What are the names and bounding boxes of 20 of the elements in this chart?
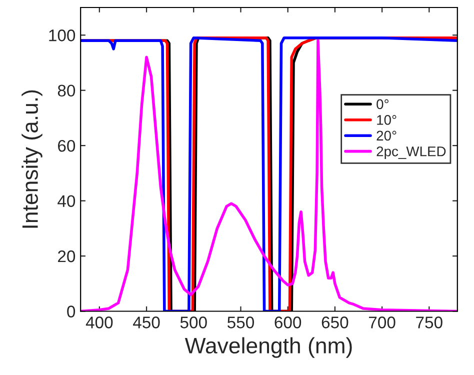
- x-tick-label: 650: [322, 316, 348, 328]
- x-tick-label: 400: [86, 316, 113, 328]
- y-tick-label: 20: [58, 250, 76, 262]
- x-tick-label: 450: [133, 316, 160, 328]
- y-axis-title: Intensity (a.u.): [22, 90, 42, 228]
- y-tick-label: 100: [49, 30, 76, 42]
- y-tick-label: 0: [67, 306, 76, 318]
- x-axis-title: Wavelength (nm): [184, 337, 352, 358]
- legend-label: 0°: [376, 99, 388, 110]
- x-tick-label: 600: [274, 316, 302, 328]
- y-tick-label: 60: [58, 140, 76, 152]
- legend-label: 20°: [376, 130, 396, 141]
- x-tick-label: 700: [368, 316, 396, 328]
- legend-label: 2pc_WLED: [376, 146, 446, 160]
- x-tick-label: 750: [416, 316, 442, 328]
- y-tick-label: 80: [58, 84, 76, 97]
- y-tick-label: 40: [58, 195, 76, 207]
- x-tick-label: 550: [227, 316, 254, 328]
- legend-label: 10°: [377, 115, 396, 125]
- x-tick-label: 500: [180, 316, 207, 328]
